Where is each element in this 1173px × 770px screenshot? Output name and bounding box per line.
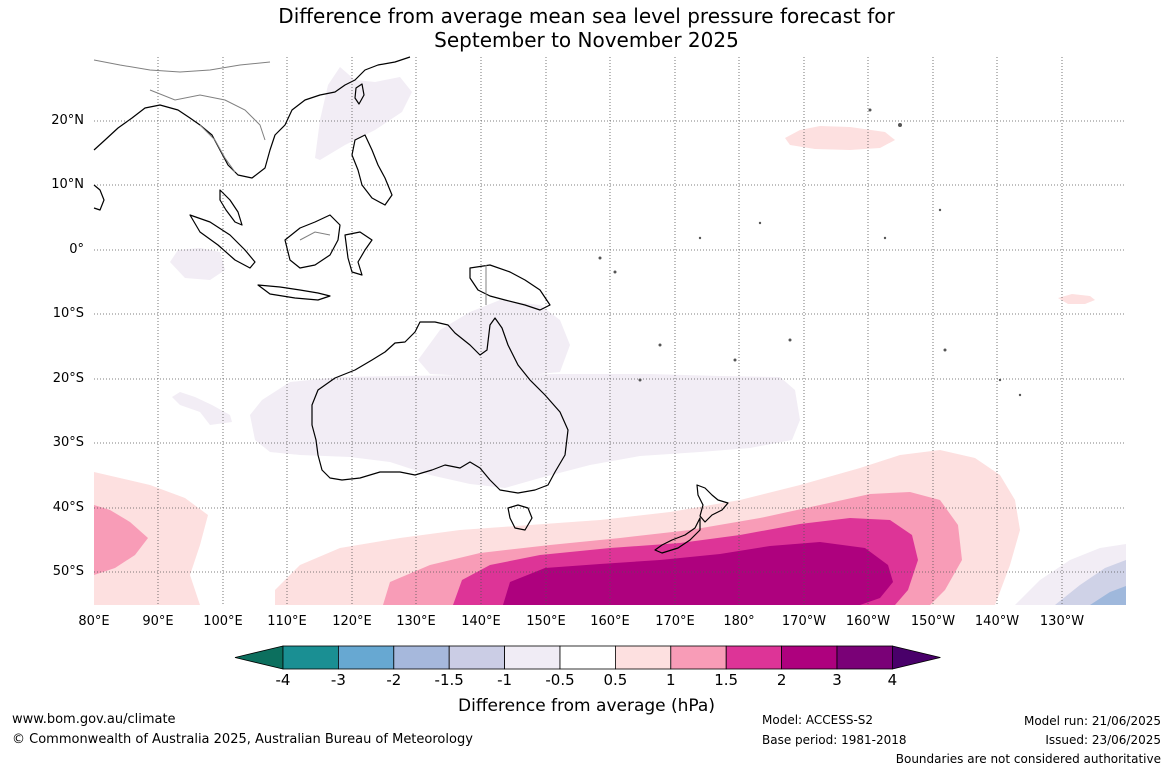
tasmania-coastline [507, 504, 533, 531]
lon-label: 90°E [142, 614, 174, 629]
lat-label: 20°N [51, 113, 84, 128]
lon-label: 170°E [655, 614, 695, 629]
map-title-line-1: Difference from average mean sea level p… [278, 4, 895, 28]
colorbar-cell [337, 645, 395, 670]
asia-coastline [93, 56, 411, 179]
country-borders [93, 59, 487, 305]
colorbar-cell [393, 645, 450, 670]
map-gridlines [94, 57, 1126, 605]
anomaly-area-southern-ocean-pale-pink [94, 472, 208, 605]
lon-label: 170°W [781, 614, 827, 629]
pacific-islands [598, 108, 1022, 397]
colorbar-tick-label: 1.5 [714, 671, 739, 689]
lat-label: 0° [69, 242, 84, 257]
colorbar-tick-label: 2 [776, 671, 787, 689]
forecast-map [93, 56, 1126, 605]
issued-date: Issued: 23/06/2025 [1045, 733, 1161, 747]
colorbar-tick-label: 3 [832, 671, 842, 689]
colorbar-cell [504, 645, 561, 670]
colorbar-cell [282, 645, 339, 670]
lat-label: 10°N [51, 177, 84, 192]
taiwan-coastline [354, 83, 365, 105]
anomaly-area-southern-ocean-purple [503, 542, 893, 605]
borneo-coastline [284, 214, 341, 269]
colorbar-tick-label: -1.5 [434, 671, 464, 689]
java-coastline [257, 284, 331, 301]
new-zealand-south-island [654, 517, 701, 554]
model-name: Model: ACCESS-S2 [762, 713, 874, 727]
colorbar-tick-label: 4 [887, 671, 898, 689]
lon-label: 130°W [1039, 614, 1085, 629]
lon-label: 150°W [910, 614, 956, 629]
colorbar-extend-max [892, 645, 941, 670]
lon-label: 130°E [396, 614, 436, 629]
new-guinea-coastline [469, 264, 551, 311]
colorbar-tick-label: -3 [330, 671, 346, 689]
lon-label: 150°E [526, 614, 566, 629]
lon-label: 110°E [267, 614, 307, 629]
coastlines [93, 56, 729, 554]
boundaries-disclaimer: Boundaries are not considered authoritat… [895, 752, 1161, 766]
colorbar-tick-label: 0.5 [603, 671, 628, 689]
base-period: Base period: 1981-2018 [762, 733, 907, 747]
anomaly-area-australia [250, 374, 800, 488]
sri-lanka-coastline [93, 184, 105, 211]
colorbar-tick-label: -0.5 [545, 671, 575, 689]
anomaly-area-north-pacific-pink [785, 126, 895, 150]
sulawesi-coastline [344, 231, 373, 276]
lon-label: 140°E [461, 614, 501, 629]
map-title-line-2: September to November 2025 [434, 28, 739, 52]
sumatra-coastline [189, 214, 256, 269]
lon-label: 80°E [78, 614, 110, 629]
colorbar-cell [448, 645, 506, 670]
anomaly-area-equatorial-indian [170, 248, 225, 280]
lon-label: 180° [723, 614, 755, 629]
anomaly-area-southeast-blue [1090, 586, 1126, 605]
anomaly-area-indian-rose [94, 505, 148, 575]
lat-label: 10°S [52, 306, 84, 321]
anomaly-area-west-pacific [315, 67, 412, 160]
colorbar-cell [836, 645, 893, 670]
model-run-date: Model run: 21/06/2025 [1023, 714, 1161, 728]
copyright-text: © Commonwealth of Australia 2025, Austra… [12, 732, 473, 747]
lon-label: 120°E [332, 614, 372, 629]
colorbar-cell [559, 645, 616, 670]
lat-label: 20°S [52, 371, 84, 386]
colorbar [234, 645, 941, 670]
anomaly-area-indian-ocean-blob [172, 392, 232, 425]
colorbar-tick-label: -2 [386, 671, 402, 689]
new-zealand-north-island [696, 484, 729, 523]
colorbar-tick-label: -4 [275, 671, 291, 689]
anomaly-area-coral-sea [418, 300, 570, 376]
lon-label: 160°W [845, 614, 891, 629]
colorbar-cell [615, 645, 672, 670]
australia-coastline [311, 317, 569, 494]
colorbar-tick-label: 1 [666, 671, 676, 689]
lon-label: 140°W [974, 614, 1020, 629]
lon-label: 100°E [203, 614, 243, 629]
colorbar-extend-min [234, 645, 284, 670]
anomaly-area-south-pacific-pink [1058, 294, 1095, 304]
lat-label: 40°S [52, 500, 84, 515]
colorbar-cell [670, 645, 727, 670]
colorbar-tick-label: -1 [497, 671, 513, 689]
colorbar-label: Difference from average (hPa) [458, 696, 715, 716]
pressure-anomaly-shading [94, 67, 1126, 605]
website-link[interactable]: www.bom.gov.au/climate [12, 712, 176, 727]
lon-label: 160°E [590, 614, 630, 629]
lat-label: 50°S [52, 564, 84, 579]
lat-label: 30°S [52, 435, 84, 450]
colorbar-cell [725, 645, 783, 670]
philippines-coastline [351, 134, 393, 206]
colorbar-cell [781, 645, 838, 670]
malay-peninsula-coastline [219, 189, 243, 226]
